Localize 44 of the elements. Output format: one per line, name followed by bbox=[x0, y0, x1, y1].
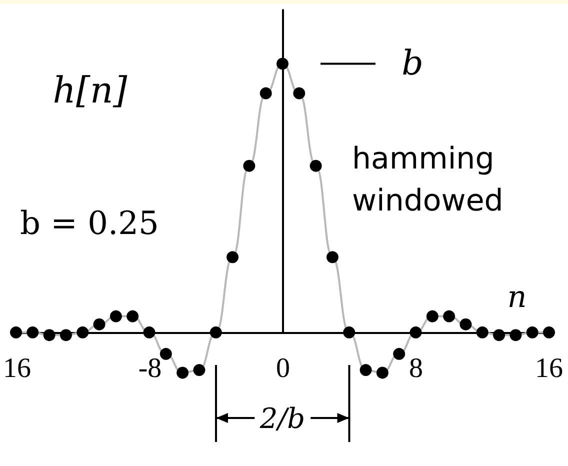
x-tick-label: 8 bbox=[409, 352, 423, 384]
point bbox=[76, 326, 89, 338]
point bbox=[476, 326, 488, 338]
point bbox=[293, 87, 306, 100]
point bbox=[343, 326, 356, 338]
annotation: hamming windowed bbox=[352, 142, 504, 218]
point bbox=[310, 160, 322, 172]
point bbox=[110, 310, 122, 322]
ref-line-label: b bbox=[402, 44, 424, 84]
point bbox=[193, 364, 206, 376]
point bbox=[276, 58, 288, 70]
point bbox=[43, 329, 56, 342]
point bbox=[60, 329, 72, 342]
annotation: b = 0.25 bbox=[20, 204, 159, 242]
point bbox=[393, 348, 406, 360]
text: 2/b bbox=[258, 402, 306, 435]
point bbox=[143, 326, 156, 338]
point bbox=[26, 326, 39, 338]
point bbox=[493, 329, 506, 342]
x-tick-label: 16 bbox=[3, 352, 31, 384]
x-axis-title: n bbox=[507, 280, 527, 315]
point bbox=[210, 326, 222, 338]
point bbox=[93, 318, 106, 330]
point bbox=[226, 251, 239, 264]
point bbox=[243, 160, 256, 172]
point bbox=[410, 326, 422, 338]
point bbox=[510, 329, 522, 342]
point bbox=[260, 87, 272, 100]
point bbox=[360, 364, 372, 376]
point bbox=[543, 326, 555, 338]
point bbox=[326, 251, 338, 264]
x-tick-label: 16 bbox=[535, 352, 563, 384]
x-tick-label: 0 bbox=[276, 352, 290, 384]
point bbox=[526, 326, 538, 338]
point bbox=[443, 310, 456, 322]
x-tick-label: -8 bbox=[138, 352, 162, 384]
point bbox=[10, 326, 22, 338]
point bbox=[376, 366, 388, 379]
point bbox=[160, 348, 172, 360]
point bbox=[126, 310, 139, 322]
point bbox=[176, 366, 189, 379]
y-axis-title: h[n] bbox=[52, 70, 128, 112]
point bbox=[426, 310, 438, 322]
point bbox=[460, 318, 472, 330]
